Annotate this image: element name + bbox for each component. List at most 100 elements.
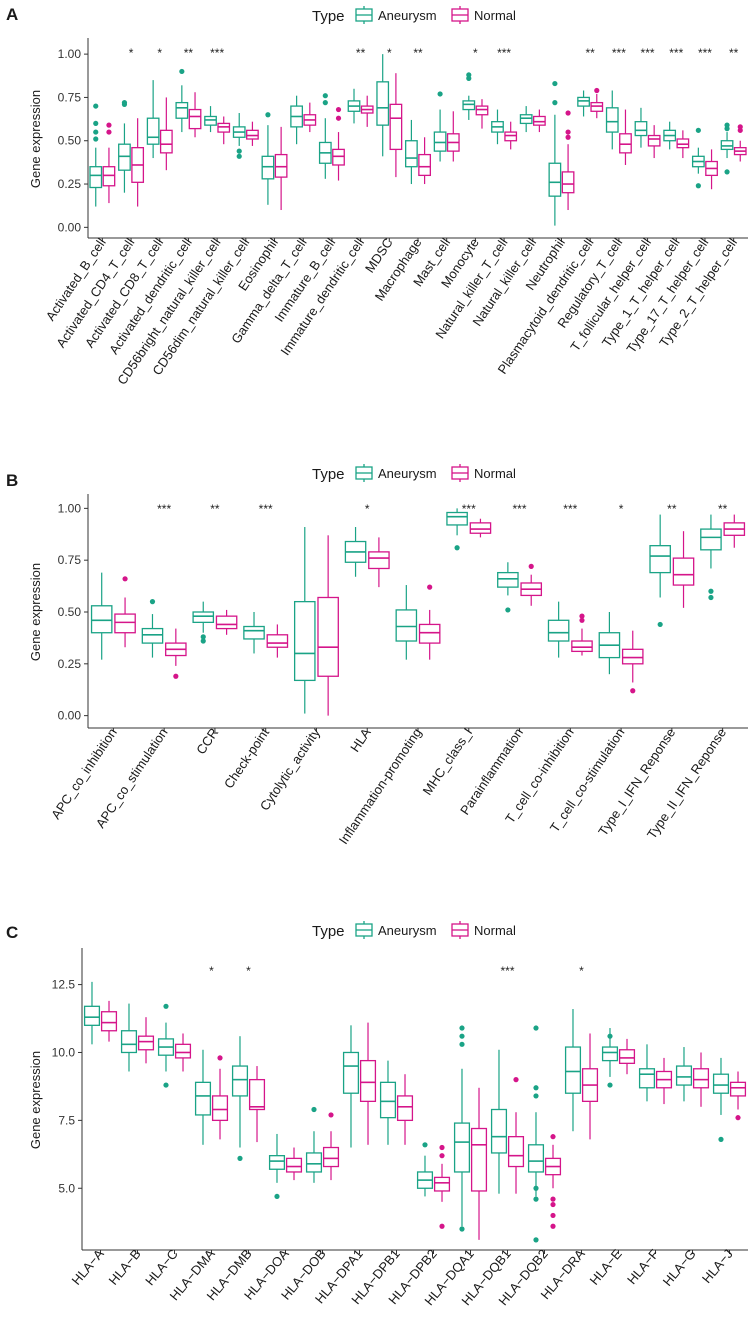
box-iqr: [564, 1046, 582, 1094]
box-aneurysm: [700, 514, 722, 601]
box-iqr: [215, 615, 238, 630]
box-aneurysm: [491, 109, 504, 145]
outlier-point: [533, 1196, 539, 1202]
box-aneurysm: [120, 1003, 138, 1072]
outlier-point: [533, 1093, 539, 1099]
series-normal: [100, 1000, 747, 1240]
outlier-point: [550, 1201, 556, 1208]
box-aneurysm: [527, 1025, 545, 1243]
box-aneurysm: [691, 127, 705, 189]
outlier-point: [594, 87, 600, 94]
outlier-point: [695, 127, 701, 133]
box-aneurysm: [192, 601, 215, 644]
box-iqr: [322, 1146, 340, 1168]
outlier-point: [93, 120, 99, 127]
legend-label: Normal: [474, 923, 516, 938]
box-normal: [729, 1071, 747, 1121]
box-iqr: [274, 153, 288, 178]
box-aneurysm: [405, 119, 418, 185]
box-iqr: [621, 648, 644, 665]
box-iqr: [204, 115, 217, 126]
box-iqr: [470, 1127, 488, 1192]
outlier-point: [427, 584, 433, 590]
box-normal: [248, 1066, 266, 1143]
outlier-point: [552, 80, 558, 87]
box-aneurysm: [547, 601, 570, 658]
outlier-point: [724, 122, 730, 128]
outlier-point: [657, 621, 663, 628]
box-iqr: [469, 522, 492, 534]
box-normal: [217, 116, 231, 145]
box-aneurysm: [204, 106, 217, 133]
panel-a: A Type Aneurysm Normal 0.00 0.25 0.50 0.75 1.00 G…: [6, 5, 748, 387]
legend: Type Aneurysm Normal: [312, 464, 516, 483]
box-aneurysm: [416, 1142, 434, 1197]
box-aneurysm: [564, 1009, 582, 1132]
box-aneurysm: [318, 93, 332, 179]
outlier-point: [630, 688, 636, 694]
box-iqr: [305, 1152, 323, 1173]
box-iqr: [692, 1068, 710, 1089]
outlier-point: [274, 1193, 280, 1200]
box-aneurysm: [231, 1036, 249, 1161]
significance-label: ***: [698, 46, 712, 60]
y-tick-label: 12.5: [52, 978, 76, 992]
box-iqr: [118, 143, 131, 171]
box-iqr: [675, 1065, 693, 1086]
legend: Type Aneurysm Normal: [312, 921, 516, 940]
box-normal: [215, 609, 238, 635]
y-tick-label: 0.25: [58, 657, 82, 671]
box-normal: [723, 514, 746, 548]
box-aneurysm: [379, 1060, 397, 1145]
significance-label: ***: [497, 46, 511, 60]
box-normal: [159, 97, 173, 171]
outlier-point: [121, 100, 128, 106]
box-iqr: [475, 105, 489, 116]
box-normal: [581, 1033, 599, 1140]
significance-label: *: [365, 502, 370, 516]
box-iqr: [102, 166, 116, 187]
box-iqr: [638, 1068, 656, 1089]
box-aneurysm: [261, 112, 275, 205]
y-tick-label: 1.00: [58, 47, 82, 61]
outlier-point: [322, 100, 328, 106]
box-iqr: [174, 1043, 192, 1059]
y-tick-label: 0.75: [58, 553, 82, 567]
box-iqr: [243, 625, 265, 640]
box-normal: [418, 584, 441, 660]
outlier-point: [533, 1185, 539, 1191]
box-aneurysm: [89, 103, 103, 207]
box-iqr: [571, 640, 593, 653]
outlier-point: [459, 1041, 465, 1047]
box-aneurysm: [146, 80, 160, 159]
outlier-point: [708, 588, 714, 594]
box-iqr: [342, 1051, 360, 1094]
box-aneurysm: [268, 1133, 286, 1200]
box-iqr: [90, 605, 113, 634]
box-iqr: [446, 511, 468, 526]
outlier-point: [200, 638, 206, 644]
box-aneurysm: [601, 1028, 619, 1088]
outlier-point: [708, 594, 714, 601]
significance-label: ***: [513, 502, 527, 516]
outlier-point: [265, 112, 271, 118]
outlier-point: [513, 1077, 519, 1083]
box-aneurysm: [605, 90, 619, 150]
box-iqr: [192, 611, 215, 624]
box-aneurysm: [649, 514, 671, 628]
box-iqr: [418, 623, 441, 644]
box-iqr: [605, 107, 619, 133]
outlier-point: [335, 106, 342, 113]
outlier-point: [565, 129, 571, 135]
significance-label: ***: [210, 46, 224, 60]
outlier-point: [579, 617, 585, 623]
box-iqr: [527, 1144, 545, 1173]
box-iqr: [504, 131, 518, 142]
box-iqr: [194, 1081, 212, 1116]
legend-title: Type: [312, 923, 345, 940]
box-aneurysm: [598, 612, 621, 675]
box-iqr: [647, 134, 661, 147]
outlier-point: [550, 1212, 556, 1219]
box-iqr: [672, 557, 695, 586]
